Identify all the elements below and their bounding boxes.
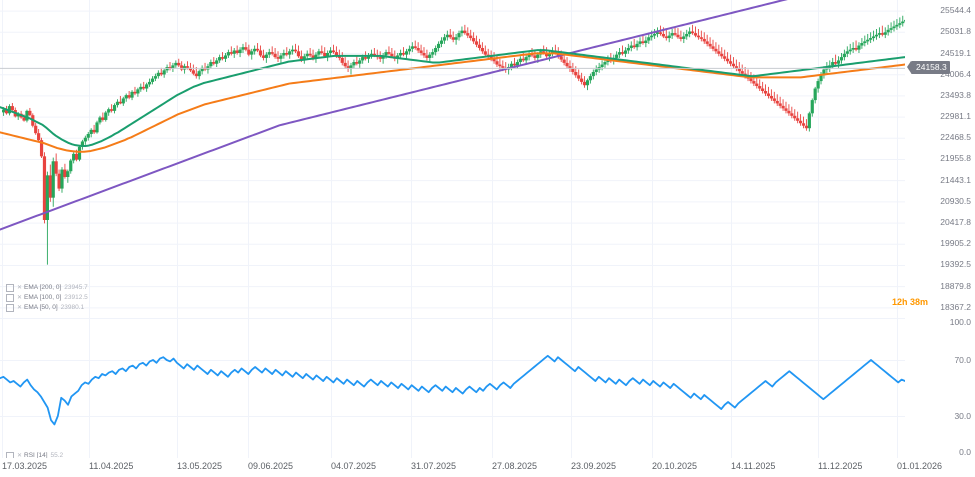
price-axis-tick: 24519.1 <box>940 47 971 58</box>
indicator-name: EMA [200, 0] <box>24 284 62 291</box>
price-legend: ✕ EMA [200, 0] 23945.7 ✕ EMA [100, 0] 23912.5… <box>6 284 88 314</box>
time-axis-tick: 20.10.2025 <box>652 461 698 471</box>
price-axis-tick: 21443.1 <box>940 174 971 185</box>
time-axis-tick: 27.08.2025 <box>492 461 538 471</box>
indicator-value: 23980.1 <box>60 304 85 311</box>
indicator-value: 23912.5 <box>64 294 88 301</box>
time-axis-tick: 09.06.2025 <box>248 461 294 471</box>
time-axis-tick: 13.05.2025 <box>177 461 223 471</box>
rsi-panel[interactable]: 100.0 70.0 30.0 0.0 <box>0 318 975 458</box>
price-axis-tick: 20417.8 <box>940 217 971 228</box>
indicator-name: RSI [14] <box>24 452 48 459</box>
price-plot <box>0 0 905 318</box>
current-price-badge: 24158.3 <box>907 61 950 75</box>
price-axis-tick: 24006.4 <box>940 68 971 79</box>
visibility-toggle-icon[interactable] <box>6 304 14 312</box>
indicator-name: EMA [50, 0] <box>24 304 58 311</box>
price-axis-tick: 20930.5 <box>940 195 971 206</box>
bar-countdown-timer: 12h 38m <box>892 297 929 307</box>
time-axis-tick: 31.07.2025 <box>411 461 457 471</box>
price-axis-tick: 19392.5 <box>940 259 971 270</box>
rsi-axis-tick: 0.0 <box>959 447 971 457</box>
visibility-toggle-icon[interactable] <box>6 284 14 292</box>
price-axis-tick: 23493.8 <box>940 89 971 100</box>
price-panel[interactable]: 25544.4 25031.8 24519.1 24006.4 23493.8 22981… <box>0 0 975 318</box>
price-axis-tick: 21955.8 <box>940 153 971 164</box>
time-axis[interactable]: 17.03.2025 11.04.2025 13.05.2025 09.06.2025… <box>0 458 975 477</box>
price-axis-tick: 25544.4 <box>940 5 971 16</box>
remove-indicator-icon[interactable]: ✕ <box>17 295 23 301</box>
price-axis-tick: 22468.5 <box>940 132 971 143</box>
rsi-axis-tick: 100.0 <box>949 317 971 327</box>
remove-indicator-icon[interactable]: ✕ <box>17 453 23 459</box>
rsi-axis-tick: 30.0 <box>954 410 971 421</box>
visibility-toggle-icon[interactable] <box>6 294 14 302</box>
legend-row-ema[interactable]: ✕ EMA [200, 0] 23945.7 <box>6 284 88 292</box>
price-axis-tick: 18879.8 <box>940 280 971 291</box>
price-axis-tick: 25031.8 <box>940 26 971 37</box>
rsi-plot <box>0 318 905 458</box>
price-axis-tick: 22981.1 <box>940 111 971 122</box>
time-axis-tick: 04.07.2025 <box>331 461 377 471</box>
price-axis-tick: 19905.2 <box>940 238 971 249</box>
time-axis-tick: 11.12.2025 <box>818 461 863 471</box>
rsi-axis-tick: 70.0 <box>954 354 971 365</box>
legend-row-ema[interactable]: ✕ EMA [100, 0] 23912.5 <box>6 294 88 302</box>
remove-indicator-icon[interactable]: ✕ <box>17 305 23 311</box>
time-axis-tick: 01.01.2026 <box>897 461 943 471</box>
legend-row-ema[interactable]: ✕ EMA [50, 0] 23980.1 <box>6 304 88 312</box>
time-axis-tick: 14.11.2025 <box>731 461 776 471</box>
indicator-name: EMA [100, 0] <box>24 294 62 301</box>
price-axis-tick: 18367.2 <box>940 301 971 312</box>
time-axis-tick: 11.04.2025 <box>89 461 134 471</box>
indicator-value: 23945.7 <box>64 284 88 291</box>
time-axis-tick: 17.03.2025 <box>2 461 48 471</box>
time-axis-tick: 23.09.2025 <box>571 461 617 471</box>
indicator-value: 55.2 <box>50 452 64 459</box>
remove-indicator-icon[interactable]: ✕ <box>17 285 23 291</box>
